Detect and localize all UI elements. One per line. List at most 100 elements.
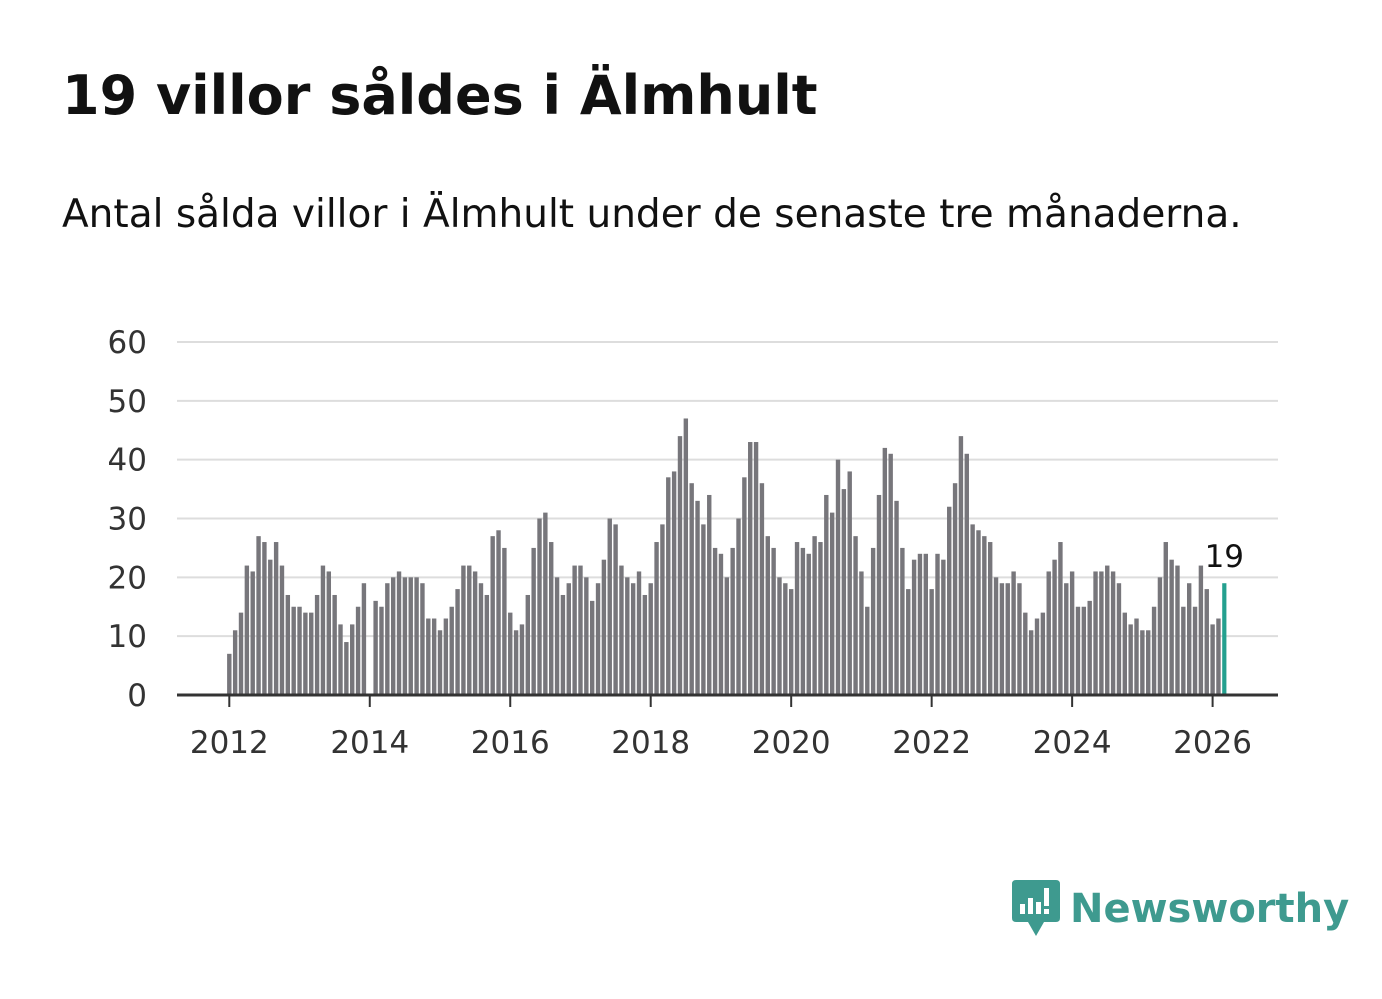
bar xyxy=(929,589,934,695)
bar xyxy=(344,642,349,695)
x-tick-label: 2014 xyxy=(330,725,409,761)
bar xyxy=(1140,630,1145,695)
bar xyxy=(560,594,566,695)
bar xyxy=(437,630,443,695)
bar xyxy=(1134,618,1139,695)
chart-subtitle: Antal sålda villor i Älmhult under de se… xyxy=(62,192,1242,237)
bar xyxy=(326,571,332,695)
bar xyxy=(431,618,437,695)
bar xyxy=(876,494,882,695)
bar xyxy=(660,524,665,695)
bar xyxy=(677,436,683,695)
y-tick-label: 50 xyxy=(108,384,147,420)
bar xyxy=(865,606,870,695)
bar xyxy=(338,624,343,695)
bar xyxy=(689,483,694,695)
bar xyxy=(1151,606,1157,695)
bar xyxy=(923,553,929,695)
bar xyxy=(906,589,911,695)
bar xyxy=(420,583,425,695)
bar xyxy=(742,477,747,695)
y-tick-label: 20 xyxy=(108,560,147,596)
bar xyxy=(350,624,355,695)
bar xyxy=(227,653,232,695)
bar xyxy=(584,577,589,695)
bar xyxy=(952,483,958,695)
bar xyxy=(753,442,759,695)
bar xyxy=(1069,571,1075,695)
bar xyxy=(238,612,244,695)
x-tick-label: 2026 xyxy=(1173,725,1252,761)
bar xyxy=(812,536,817,695)
bar xyxy=(472,571,478,695)
bar xyxy=(900,547,905,695)
bar xyxy=(1075,606,1081,695)
bar xyxy=(232,630,238,695)
bar xyxy=(525,594,531,695)
bar xyxy=(1216,618,1221,695)
y-tick-label: 0 xyxy=(127,678,147,714)
bar-highlight xyxy=(1222,583,1227,695)
bar xyxy=(806,553,811,695)
bar xyxy=(1192,606,1198,695)
bar xyxy=(800,547,806,695)
bar xyxy=(1034,618,1040,695)
bar xyxy=(671,471,677,695)
chart-title: 19 villor såldes i Älmhult xyxy=(62,64,818,127)
bar xyxy=(566,583,571,695)
bar xyxy=(859,571,864,695)
y-tick-label: 30 xyxy=(108,502,147,538)
bar xyxy=(484,594,490,695)
bar xyxy=(297,606,302,695)
bar xyxy=(695,500,700,695)
x-tick-label: 2018 xyxy=(611,725,690,761)
bar xyxy=(1052,559,1057,695)
bar xyxy=(402,577,408,695)
bar xyxy=(1017,583,1022,695)
bar xyxy=(619,565,624,695)
bar xyxy=(1204,589,1209,695)
bar xyxy=(578,565,583,695)
bar xyxy=(970,524,975,695)
bar xyxy=(993,577,999,695)
bar xyxy=(1011,571,1016,695)
bar xyxy=(999,583,1005,695)
x-tick-label: 2024 xyxy=(1033,725,1112,761)
bar xyxy=(320,565,326,695)
bar xyxy=(268,559,273,695)
y-tick-label: 10 xyxy=(108,619,147,655)
bar xyxy=(982,536,987,695)
bar xyxy=(777,577,782,695)
x-tick-label: 2016 xyxy=(471,725,550,761)
brand-logo: Newsworthy xyxy=(1010,878,1349,940)
bar xyxy=(1122,612,1128,695)
bar xyxy=(607,518,612,695)
bar xyxy=(642,594,648,695)
bar xyxy=(1128,624,1133,695)
bar xyxy=(408,577,413,695)
bar xyxy=(736,518,741,695)
bar xyxy=(718,553,724,695)
bar xyxy=(496,530,501,695)
bar xyxy=(1163,542,1168,695)
bar xyxy=(613,524,618,695)
bar xyxy=(917,553,923,695)
bar xyxy=(654,542,659,695)
bar xyxy=(244,565,250,695)
bar xyxy=(385,583,390,695)
bar xyxy=(1157,577,1163,695)
bar xyxy=(748,442,753,695)
bar xyxy=(443,618,449,695)
value-label-latest: 19 xyxy=(1205,539,1244,575)
bar xyxy=(601,559,607,695)
y-tick-label: 40 xyxy=(108,443,147,479)
bar xyxy=(941,559,946,695)
bar xyxy=(373,600,378,695)
bar xyxy=(1198,565,1204,695)
bar xyxy=(309,612,314,695)
bar xyxy=(666,477,671,695)
y-tick-label: 60 xyxy=(108,325,147,361)
bar xyxy=(256,536,261,695)
bar xyxy=(449,606,454,695)
bar xyxy=(1186,583,1192,695)
